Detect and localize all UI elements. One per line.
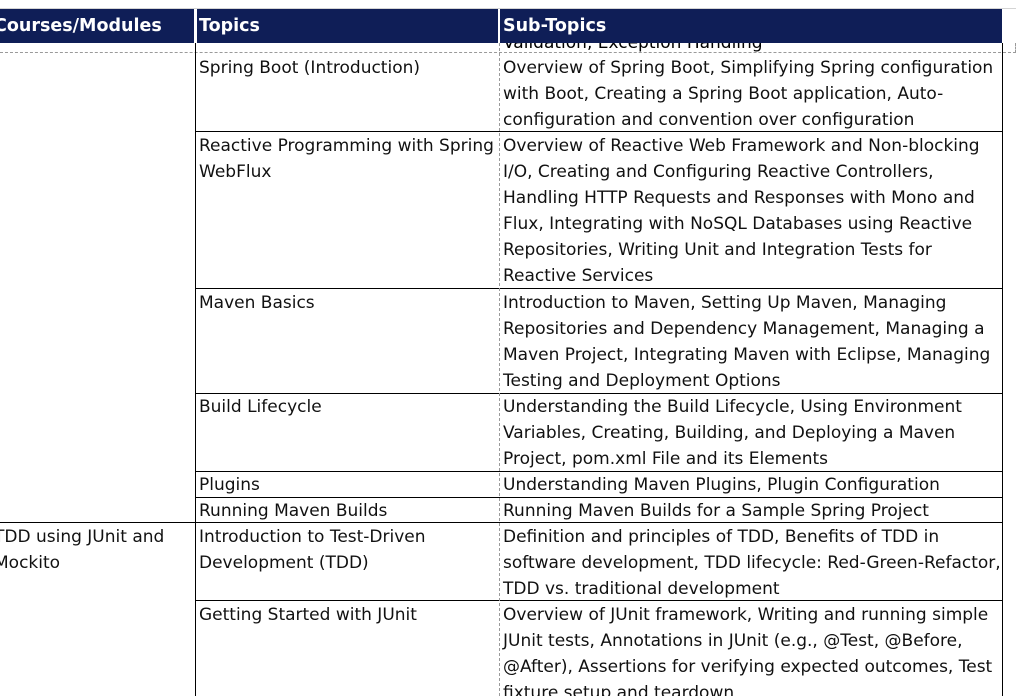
subtopic-cell[interactable]: Running Maven Builds for a Sample Spring… (503, 501, 929, 521)
subtopic-cell[interactable]: Introduction to Maven, Setting Up Maven,… (503, 293, 991, 391)
topic-cell[interactable]: Plugins (199, 475, 260, 495)
topic-cell[interactable]: Spring Boot (Introduction) (199, 58, 421, 78)
header-topics[interactable]: Topics (195, 9, 499, 43)
topic-cell[interactable]: Getting Started with JUnit (199, 605, 417, 625)
subtopic-cell[interactable]: Overview of Spring Boot, Simplifying Spr… (503, 58, 994, 130)
header-divider (498, 9, 500, 43)
row-border (195, 288, 1002, 289)
row-border (195, 600, 1002, 601)
subtopic-cell[interactable]: Overview of JUnit framework, Writing and… (503, 605, 993, 696)
scrolled-row-remnant (0, 0, 1016, 9)
subtopic-cell[interactable]: Understanding the Build Lifecycle, Using… (503, 397, 962, 469)
clipped-subtopic-text: Validation, Exception Handling (503, 43, 763, 52)
row-border (195, 497, 1002, 498)
subtopic-cell[interactable]: Understanding Maven Plugins, Plugin Conf… (503, 475, 940, 495)
header-sub-topics[interactable]: Sub-Topics (499, 9, 1002, 43)
column-gridline (499, 43, 500, 696)
subtopic-cell[interactable]: Definition and principles of TDD, Benefi… (503, 527, 1001, 599)
header-courses-modules[interactable]: Courses/Modules (0, 9, 194, 43)
column-border (195, 43, 196, 696)
topic-cell[interactable]: Build Lifecycle (199, 397, 322, 417)
row-border (0, 522, 1002, 523)
topic-cell[interactable]: Introduction to Test-Driven Development … (199, 527, 426, 573)
topic-cell[interactable]: Running Maven Builds (199, 501, 388, 521)
subtopic-cell[interactable]: Overview of Reactive Web Framework and N… (503, 136, 980, 286)
column-border (1002, 43, 1003, 696)
topic-cell[interactable]: Reactive Programming with Spring WebFlux (199, 136, 494, 182)
row-border (195, 131, 1002, 132)
header-divider (195, 9, 197, 43)
row-border (195, 393, 1002, 394)
clipped-cell: Validation, Exception Handling (499, 43, 1002, 52)
gridline (0, 52, 1016, 53)
row-border (195, 471, 1002, 472)
topic-cell[interactable]: Maven Basics (199, 293, 315, 313)
course-cell[interactable]: TDD using JUnit and Mockito (0, 527, 165, 573)
